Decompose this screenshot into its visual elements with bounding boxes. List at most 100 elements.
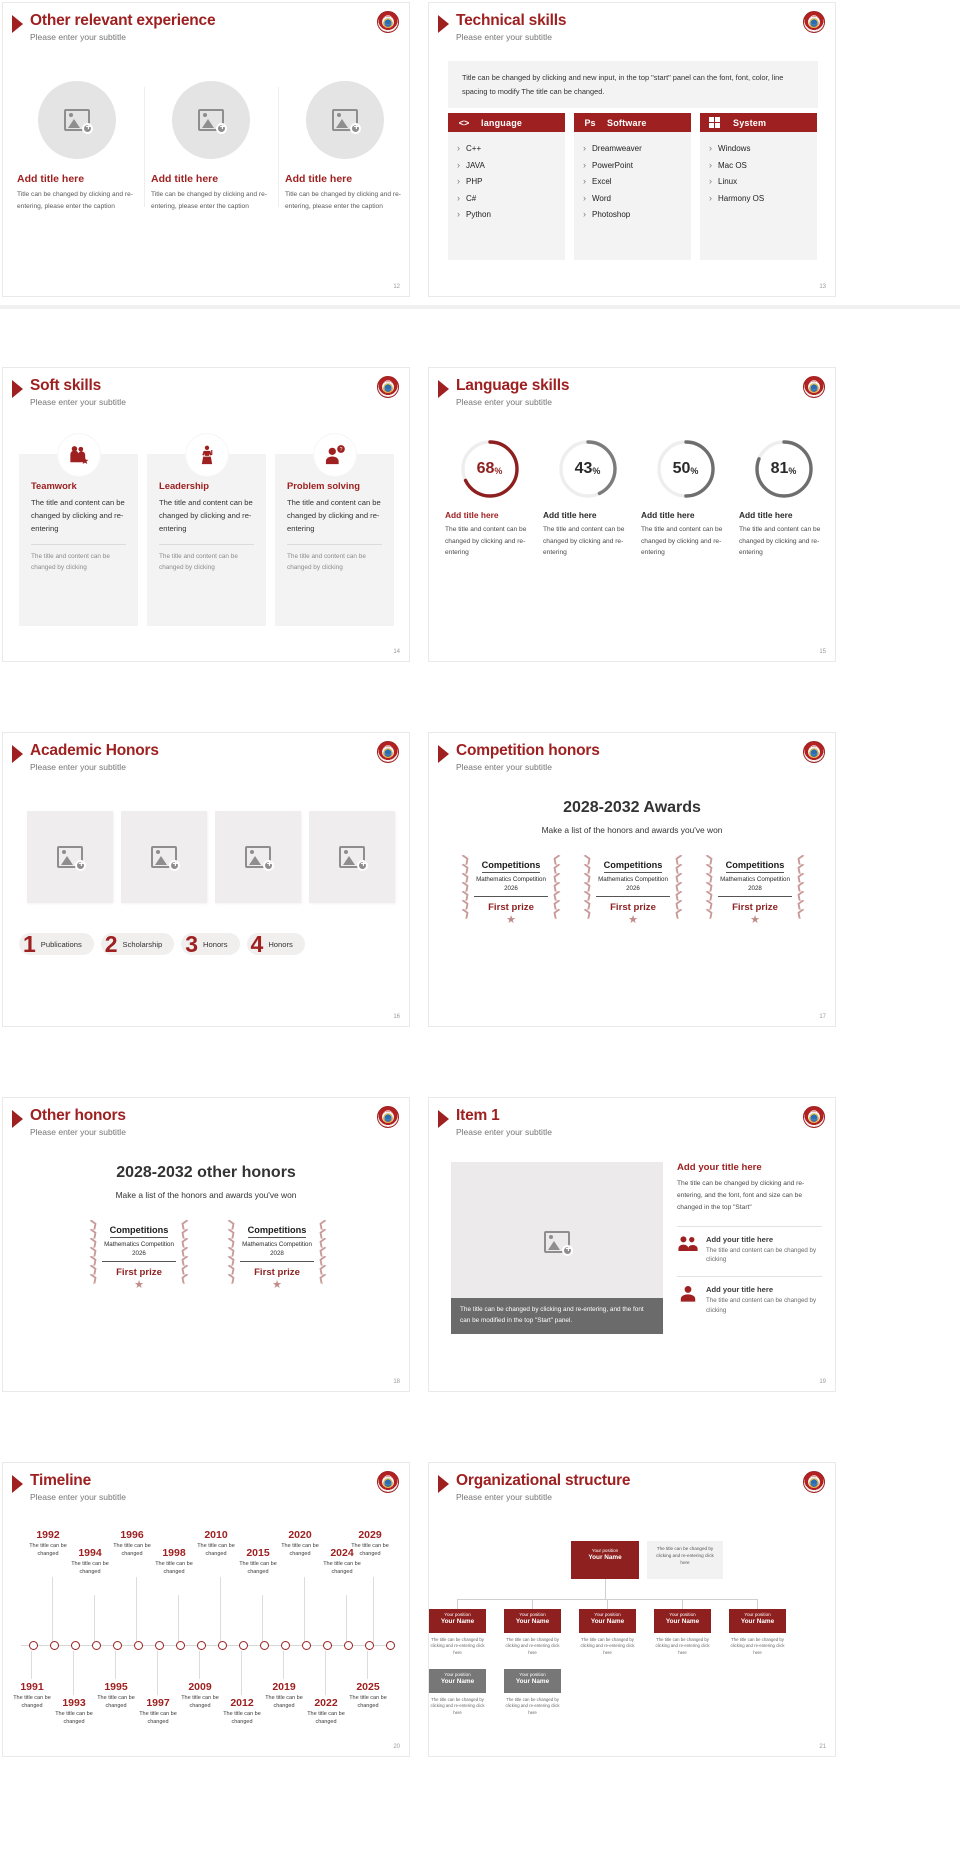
timeline-entry-below[interactable]: 2009 The title can be changed	[181, 1681, 219, 1710]
timeline-entry-above[interactable]: 2020 The title can be changed	[281, 1529, 319, 1558]
donut-item[interactable]: 68% Add title here The title and content…	[443, 438, 536, 559]
list-item[interactable]: Add your title here The title and conten…	[677, 1276, 822, 1316]
honor-pill[interactable]: 1 Publications	[19, 932, 94, 955]
soft-skill-card-problem-solving[interactable]: ? Problem solving The title and content …	[275, 434, 394, 626]
timeline-entry-above[interactable]: 2015 The title can be changed	[239, 1547, 277, 1576]
timeline-node[interactable]	[71, 1641, 80, 1650]
slide-other-relevant-experience[interactable]: Other relevant experience Please enter y…	[2, 2, 410, 297]
org-node[interactable]: Your position Your Name	[504, 1609, 561, 1633]
award-wreath[interactable]: ❯ ❯ ❯ ❯ ❯ ❯ ❯ ❯ ❯ ❯ ❯ ❯ ❯ ❯ Competitions Mathematics…	[82, 1216, 196, 1291]
list-item[interactable]: Add your title here The title and conten…	[677, 1225, 822, 1266]
timeline-entry-below[interactable]: 2012 The title can be changed	[223, 1697, 261, 1726]
org-node-root[interactable]: Your position Your Name	[571, 1541, 639, 1579]
timeline-entry-below[interactable]: 2022 The title can be changed	[307, 1697, 345, 1726]
pill-label: Honors	[268, 939, 293, 949]
timeline-node[interactable]	[239, 1641, 248, 1650]
timeline-node[interactable]	[281, 1641, 290, 1650]
timeline-node[interactable]	[113, 1641, 122, 1650]
university-crest-logo	[377, 1106, 399, 1128]
timeline-stem	[283, 1651, 284, 1679]
experience-card[interactable]: Add title here Title can be changed by c…	[278, 81, 405, 212]
timeline-entry-above[interactable]: 1992 The title can be changed	[29, 1529, 67, 1558]
donut-item[interactable]: 81% Add title here The title and content…	[737, 438, 830, 559]
timeline-node[interactable]	[365, 1641, 374, 1650]
org-node[interactable]: Your position Your Name	[654, 1609, 711, 1633]
timeline-entry-above[interactable]: 2024 The title can be changed	[323, 1547, 361, 1576]
award-wreath[interactable]: ❯ ❯ ❯ ❯ ❯ ❯ ❯ ❯ ❯ ❯ ❯ ❯ ❯ ❯ Competitions Mathematics…	[576, 851, 690, 926]
wreath-detail: Mathematics Competition 2028	[240, 1241, 314, 1262]
slide-language-skills[interactable]: Language skills Please enter your subtit…	[428, 367, 836, 662]
timeline-node[interactable]	[92, 1641, 101, 1650]
honor-pill[interactable]: 2 Scholarship	[100, 932, 175, 955]
image-placeholder[interactable]	[306, 81, 384, 159]
image-placeholder[interactable]	[451, 1162, 663, 1322]
donut-item[interactable]: 43% Add title here The title and content…	[541, 438, 634, 559]
timeline-entry-above[interactable]: 2010 The title can be changed	[197, 1529, 235, 1558]
image-placeholder[interactable]	[215, 811, 301, 903]
experience-card[interactable]: Add title here Title can be changed by c…	[17, 81, 137, 212]
timeline-entry-below[interactable]: 2025 The title can be changed	[349, 1681, 387, 1710]
slide-competition-honors[interactable]: Competition honors Please enter your sub…	[428, 732, 836, 1027]
list-item: PowerPoint	[583, 160, 691, 170]
timeline-node[interactable]	[197, 1641, 206, 1650]
slide-academic-honors[interactable]: Academic Honors Please enter your subtit…	[2, 732, 410, 1027]
timeline-entry-above[interactable]: 1996 The title can be changed	[113, 1529, 151, 1558]
slide-soft-skills[interactable]: Soft skills Please enter your subtitle T…	[2, 367, 410, 662]
org-node[interactable]: Your position Your Name	[579, 1609, 636, 1633]
timeline-node[interactable]	[386, 1641, 395, 1650]
timeline-node[interactable]	[155, 1641, 164, 1650]
page-title: Technical skills	[456, 12, 567, 29]
skill-column-software[interactable]: Ps Software Dreamweaver PowerPoint Excel…	[574, 113, 691, 260]
org-node-secondary[interactable]: Your position Your Name	[429, 1669, 486, 1693]
skill-column-language[interactable]: <> language C++ JAVA PHP C# Python	[448, 113, 565, 260]
slide-other-honors[interactable]: Other honors Please enter your subtitle …	[2, 1097, 410, 1392]
slide-technical-skills[interactable]: Technical skills Please enter your subti…	[428, 2, 836, 297]
slide-timeline[interactable]: Timeline Please enter your subtitle 1992…	[2, 1462, 410, 1757]
timeline-node[interactable]	[302, 1641, 311, 1650]
experience-card[interactable]: Add title here Title can be changed by c…	[144, 81, 271, 212]
timeline-entry-below[interactable]: 1993 The title can be changed	[55, 1697, 93, 1726]
image-placeholder[interactable]	[121, 811, 207, 903]
org-node-caption: The title can be changed by clicking and…	[730, 1637, 785, 1655]
org-node-caption: The title can be changed by clicking and…	[505, 1697, 560, 1715]
timeline-node[interactable]	[134, 1641, 143, 1650]
timeline-node[interactable]	[50, 1641, 59, 1650]
timeline-stem	[220, 1577, 221, 1643]
soft-skill-card-leadership[interactable]: Leadership The title and content can be …	[147, 434, 266, 626]
award-wreath[interactable]: ❯ ❯ ❯ ❯ ❯ ❯ ❯ ❯ ❯ ❯ ❯ ❯ ❯ ❯ Competitions Mathematics…	[454, 851, 568, 926]
timeline-entry-below[interactable]: 1997 The title can be changed	[139, 1697, 177, 1726]
soft-skill-card-teamwork[interactable]: Teamwork The title and content can be ch…	[19, 434, 138, 626]
org-node[interactable]: Your position Your Name	[429, 1609, 486, 1633]
slide-header: Technical skills Please enter your subti…	[438, 12, 566, 42]
timeline-entry-below[interactable]: 1991 The title can be changed	[13, 1681, 51, 1710]
wreath-heading: Competitions	[109, 1225, 169, 1238]
slide-organizational-structure[interactable]: Organizational structure Please enter yo…	[428, 1462, 836, 1757]
timeline-entry-above[interactable]: 2029 The title can be changed	[351, 1529, 389, 1558]
timeline-entry-above[interactable]: 1994 The title can be changed	[71, 1547, 109, 1576]
award-wreath[interactable]: ❯ ❯ ❯ ❯ ❯ ❯ ❯ ❯ ❯ ❯ ❯ ❯ ❯ ❯ Competitions Mathematics…	[220, 1216, 334, 1291]
timeline-node[interactable]	[344, 1641, 353, 1650]
image-placeholder[interactable]	[309, 811, 395, 903]
award-wreath[interactable]: ❯ ❯ ❯ ❯ ❯ ❯ ❯ ❯ ❯ ❯ ❯ ❯ ❯ ❯ Competitions Mathematics…	[698, 851, 812, 926]
image-placeholder[interactable]	[27, 811, 113, 903]
timeline-node[interactable]	[260, 1641, 269, 1650]
org-node-secondary[interactable]: Your position Your Name	[504, 1669, 561, 1693]
org-node[interactable]: Your position Your Name	[729, 1609, 786, 1633]
arrow-marker-icon	[12, 745, 23, 763]
timeline-entry-below[interactable]: 1995 The title can be changed	[97, 1681, 135, 1710]
donut-item[interactable]: 50% Add title here The title and content…	[639, 438, 732, 559]
timeline-node[interactable]	[176, 1641, 185, 1650]
honor-pill[interactable]: 3 Honors	[181, 932, 240, 955]
honor-pill[interactable]: 4 Honors	[246, 932, 305, 955]
image-placeholder[interactable]	[38, 81, 116, 159]
slide-item-1[interactable]: Item 1 Please enter your subtitle The ti…	[428, 1097, 836, 1392]
image-placeholder[interactable]	[172, 81, 250, 159]
timeline-entry-above[interactable]: 1998 The title can be changed	[155, 1547, 193, 1576]
timeline-node[interactable]	[29, 1641, 38, 1650]
skill-column-system[interactable]: System Windows Mac OS Linux Harmony OS	[700, 113, 817, 260]
timeline-node[interactable]	[323, 1641, 332, 1650]
add-image-icon	[245, 846, 274, 871]
timeline-node[interactable]	[218, 1641, 227, 1650]
timeline-entry-below[interactable]: 2019 The title can be changed	[265, 1681, 303, 1710]
